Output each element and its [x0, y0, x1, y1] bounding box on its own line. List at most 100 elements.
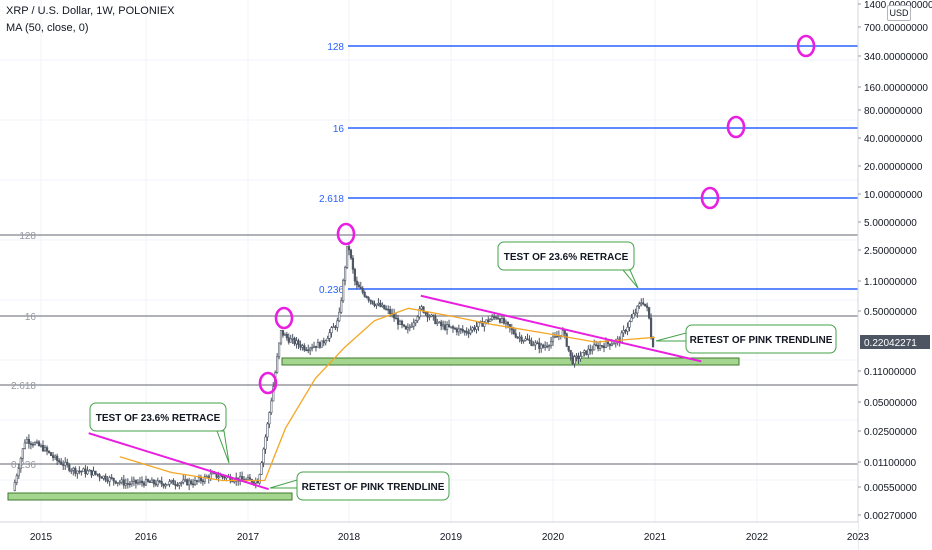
- candle-body: [108, 477, 111, 482]
- candle-body: [176, 484, 179, 487]
- candle-body: [642, 302, 645, 305]
- candle-body: [148, 481, 152, 483]
- candle-body: [518, 336, 521, 339]
- candle-body: [471, 327, 474, 331]
- candle-body: [49, 452, 53, 456]
- candle-body: [530, 340, 533, 346]
- time-tick-label: 2021: [644, 532, 667, 543]
- candle-body: [281, 330, 285, 336]
- candle-body: [41, 445, 45, 452]
- candle-body: [606, 341, 610, 345]
- candle-body: [193, 480, 197, 485]
- candle-body: [361, 288, 364, 293]
- candle-body: [402, 324, 406, 327]
- candle-body: [430, 314, 433, 317]
- price-tick-label: 340.00000000: [864, 52, 928, 63]
- grid-lines: [0, 0, 858, 522]
- candle-body: [587, 348, 590, 355]
- support-zones: [7, 357, 740, 501]
- candle-body: [585, 350, 588, 355]
- candle-body: [241, 476, 244, 480]
- candle-body: [98, 474, 101, 478]
- candle-body: [152, 479, 155, 485]
- candle-body: [112, 477, 115, 482]
- candle-body: [451, 326, 455, 329]
- candle-body: [144, 479, 148, 486]
- candle-body: [31, 443, 35, 446]
- candle-body: [467, 332, 470, 335]
- candle-body: [512, 329, 515, 334]
- candle-body: [150, 479, 153, 483]
- candle-body: [301, 345, 304, 348]
- candle-body: [520, 336, 523, 342]
- candle-body: [312, 345, 316, 348]
- candle-body: [589, 348, 592, 351]
- indicator-legend[interactable]: MA (50, close, 0): [6, 22, 89, 34]
- candle-body: [299, 344, 302, 348]
- fib-level-label: 16: [25, 312, 37, 323]
- candle-body: [102, 475, 105, 479]
- callout-box: [296, 471, 450, 501]
- candle-body: [622, 330, 625, 334]
- target-circle: [700, 186, 720, 210]
- candle-body: [632, 313, 635, 319]
- support-zone: [281, 357, 740, 366]
- candle-body: [628, 321, 631, 328]
- candle-body: [126, 483, 129, 485]
- callout-text: TEST OF 23.6% RETRACE: [504, 252, 629, 263]
- candle-body: [608, 343, 611, 346]
- target-circle: [796, 34, 816, 58]
- candle-body: [96, 473, 99, 476]
- target-circle: [258, 371, 278, 395]
- candle-body: [170, 480, 173, 482]
- candle-body: [203, 476, 206, 482]
- price-tick-label: 0.11000000: [864, 367, 917, 378]
- pink-trendline: [420, 294, 702, 363]
- candle-body: [39, 445, 43, 447]
- candle-body: [285, 334, 288, 338]
- candle-body: [444, 324, 447, 330]
- candle-body: [400, 320, 404, 325]
- candle-body: [17, 468, 20, 477]
- time-tick-label: 2015: [30, 532, 53, 543]
- candle-body: [86, 470, 89, 475]
- candle-body: [223, 476, 226, 479]
- price-tick-label: 80.00000000: [864, 106, 923, 117]
- candle-body: [266, 423, 269, 438]
- candle-body: [644, 303, 647, 307]
- candle-body: [162, 483, 165, 487]
- fib-level-label: 2.618: [319, 194, 344, 205]
- candle-body: [357, 284, 360, 288]
- candle-body: [191, 483, 195, 486]
- candle-body: [166, 483, 169, 486]
- currency-button[interactable]: USD: [887, 5, 911, 21]
- candle-body: [493, 316, 496, 319]
- candle-body: [33, 442, 37, 446]
- candle-body: [100, 476, 103, 479]
- price-axis: 1400.00000000700.00000000340.00000000160…: [857, 0, 932, 550]
- candle-body: [264, 436, 267, 450]
- candle-body: [377, 302, 380, 305]
- candle-body: [82, 468, 85, 472]
- candle-body: [279, 330, 283, 344]
- candle-body: [217, 476, 220, 479]
- candle-body: [248, 477, 252, 480]
- time-tick-label: 2019: [440, 532, 463, 543]
- candle-body: [522, 340, 525, 342]
- candle-body: [190, 480, 193, 485]
- candle-body: [353, 269, 356, 282]
- time-tick-label: 2018: [338, 532, 361, 543]
- candle-body: [549, 340, 553, 346]
- callout-pointer: [269, 479, 298, 489]
- candle-body: [336, 320, 339, 328]
- callout-pointer: [216, 430, 230, 464]
- candle-body: [516, 336, 519, 339]
- candle-body: [164, 484, 167, 487]
- callout-box: [89, 402, 227, 432]
- candle-body: [573, 356, 576, 365]
- candle-body: [23, 442, 26, 449]
- candle-body: [58, 460, 61, 463]
- moving-average: [119, 307, 655, 482]
- candle-body: [649, 317, 653, 339]
